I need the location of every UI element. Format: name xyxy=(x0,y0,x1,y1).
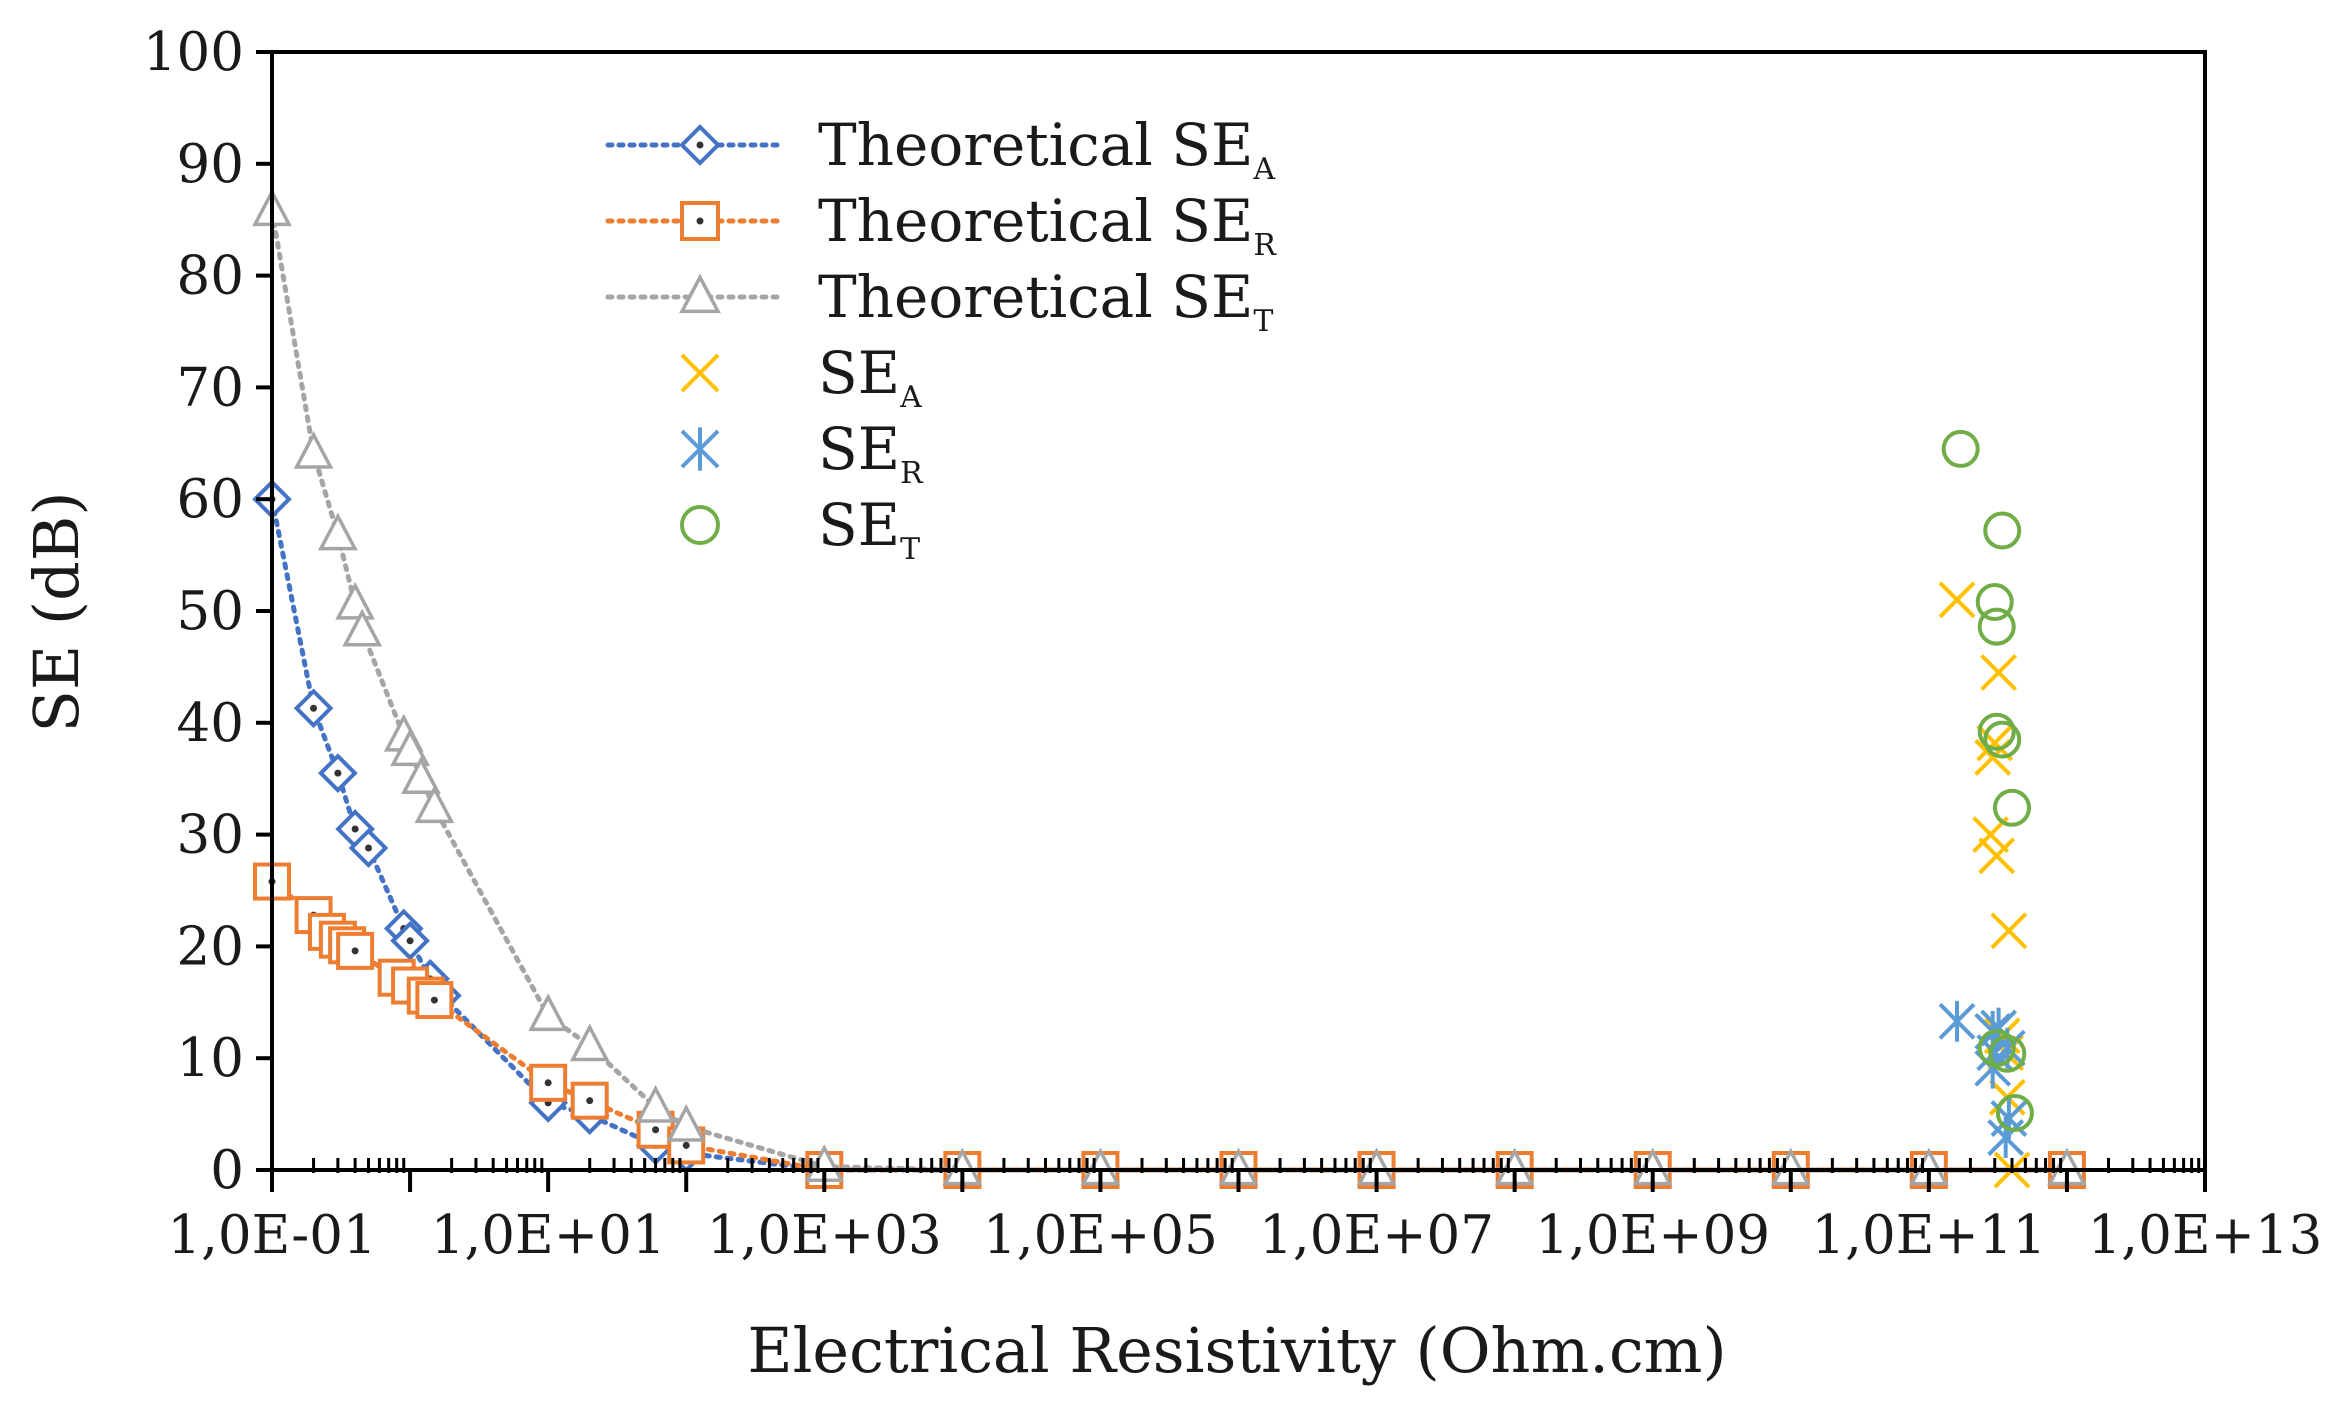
legend-label-main: Theoretical SE xyxy=(818,263,1253,331)
y-tick-label: 80 xyxy=(177,246,244,307)
legend-label-main: SE xyxy=(818,491,900,559)
data-point-circle xyxy=(1941,429,1980,468)
legend-entry: SEA xyxy=(680,339,922,415)
data-point-circle xyxy=(1983,511,2022,550)
legend-label-main: SE xyxy=(818,339,900,407)
x-tick-label: 1,0E+05 xyxy=(983,1205,1218,1266)
y-tick-label: 40 xyxy=(177,693,244,754)
legend-label-main: SE xyxy=(818,415,900,483)
legend-label: SEA xyxy=(818,339,922,415)
plot-area xyxy=(272,52,2205,1170)
legend-entry: Theoretical SEA xyxy=(605,111,1275,187)
x-tick-label: 1,0E+09 xyxy=(1535,1205,1770,1266)
legend-label-sub: T xyxy=(1253,304,1273,339)
data-point-square-dot xyxy=(544,1079,552,1087)
data-point-diamond-dot xyxy=(310,704,318,712)
y-tick-label: 100 xyxy=(143,22,244,83)
legend-label: Theoretical SER xyxy=(818,187,1277,263)
data-point-square-dot xyxy=(430,996,438,1004)
legend-entry: Theoretical SET xyxy=(605,263,1273,339)
data-point-triangle xyxy=(666,1103,707,1142)
data-point-circle xyxy=(1983,720,2022,759)
data-point-triangle xyxy=(293,430,334,469)
legend-marker xyxy=(680,427,720,471)
legend-label: Theoretical SET xyxy=(818,263,1273,339)
axes-layer: 0 10 20 30 40 50 60 70 80 90 100 1,0E-01 1,0E+01 1,0E… xyxy=(143,22,2323,1266)
data-point-square xyxy=(336,931,375,970)
data-point-triangle xyxy=(317,512,358,551)
data-point-circle xyxy=(1995,1093,2034,1132)
data-point-circle xyxy=(1992,788,2031,827)
data-point-triangle xyxy=(569,1023,610,1062)
data-point-asterisk xyxy=(1987,1117,2025,1158)
data-point-x xyxy=(1978,837,2016,875)
y-tick-label: 30 xyxy=(177,805,244,866)
legend-marker-dot xyxy=(696,217,704,225)
x-tick-label: 1,0E-01 xyxy=(167,1205,376,1266)
y-axis-title: SE (dB) xyxy=(20,491,93,732)
legend-label-main: Theoretical SE xyxy=(818,187,1253,255)
plot-frame xyxy=(270,50,2207,1172)
x-tick-label: 1,0E+11 xyxy=(1811,1205,2046,1266)
data-point-x xyxy=(1980,654,2018,691)
legend-marker xyxy=(679,273,721,314)
data-point-triangle xyxy=(390,728,430,767)
y-tick-label: 20 xyxy=(177,916,244,977)
data-point-triangle xyxy=(342,608,383,647)
x-axis-title: Electrical Resistivity (Ohm.cm) xyxy=(747,1314,1726,1387)
legend-label: Theoretical SEA xyxy=(818,111,1275,187)
legend-label: SER xyxy=(818,415,924,491)
data-point-square-dot xyxy=(682,1141,690,1149)
x-tick-label: 1,0E+03 xyxy=(707,1205,942,1266)
data-point-triangle xyxy=(401,756,441,795)
legend-label-sub: R xyxy=(900,456,924,491)
data-point-diamond-dot xyxy=(334,769,342,777)
data-point-circle xyxy=(1988,1034,2027,1073)
data-point-diamond-dot xyxy=(406,937,414,945)
legend-marker xyxy=(680,353,720,393)
x-tick-label: 1,0E+01 xyxy=(431,1205,666,1266)
y-tick-label: 70 xyxy=(177,357,244,418)
data-point-circle xyxy=(1977,712,2016,751)
legend-label-sub: T xyxy=(900,532,920,567)
data-point-triangle xyxy=(414,785,455,824)
data-point-triangle xyxy=(335,581,376,620)
data-point-asterisk xyxy=(1938,1000,1976,1042)
legend-label-main: Theoretical SE xyxy=(818,111,1253,179)
data-point-circle xyxy=(1975,583,2014,622)
legend-marker xyxy=(680,505,720,545)
x-tick-label: 1,0E+07 xyxy=(1259,1205,1494,1266)
legend-label-sub: A xyxy=(899,380,922,415)
data-point-triangle xyxy=(528,993,569,1032)
data-point-triangle xyxy=(635,1084,676,1123)
legend-entry: SER xyxy=(680,415,924,491)
data-point-square-dot xyxy=(652,1126,660,1134)
y-tick-label: 60 xyxy=(177,469,244,530)
data-point-square-dot xyxy=(351,947,359,955)
x-tick-label: 1,0E+13 xyxy=(2088,1205,2323,1266)
y-tick-label: 10 xyxy=(177,1028,244,1089)
legend-label-sub: R xyxy=(1253,228,1277,263)
data-point-x xyxy=(1938,581,1976,619)
legend-label: SET xyxy=(818,491,920,567)
data-point-circle xyxy=(1977,607,2016,646)
y-tick-label: 0 xyxy=(210,1140,244,1201)
data-point-x xyxy=(1990,912,2028,950)
plot-background xyxy=(272,52,2205,1170)
y-tick-label: 90 xyxy=(177,134,244,195)
data-point-diamond-dot xyxy=(365,844,373,852)
legend-label-sub: A xyxy=(1252,152,1275,187)
data-point-diamond-dot xyxy=(351,825,359,833)
legend-marker-dot xyxy=(696,141,704,149)
legend-entry: Theoretical SER xyxy=(605,187,1277,263)
data-point-square-dot xyxy=(586,1097,594,1105)
series-se-t xyxy=(1941,429,2034,1132)
legend-entry: SET xyxy=(680,491,920,567)
y-tick-label: 50 xyxy=(177,581,244,642)
